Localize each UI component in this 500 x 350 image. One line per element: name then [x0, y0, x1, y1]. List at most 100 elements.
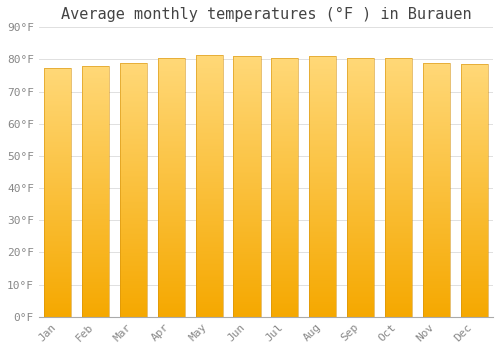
Bar: [422, 63, 450, 64]
Bar: [234, 265, 260, 266]
Bar: [158, 291, 185, 292]
Bar: [196, 248, 223, 250]
Bar: [158, 99, 185, 100]
Bar: [385, 81, 412, 83]
Bar: [234, 299, 260, 300]
Bar: [309, 209, 336, 210]
Bar: [234, 145, 260, 146]
Bar: [234, 207, 260, 209]
Bar: [309, 110, 336, 111]
Bar: [385, 200, 412, 202]
Bar: [347, 262, 374, 264]
Bar: [347, 150, 374, 151]
Bar: [385, 190, 412, 191]
Bar: [309, 179, 336, 180]
Bar: [82, 66, 109, 67]
Bar: [460, 232, 488, 233]
Bar: [158, 139, 185, 141]
Bar: [234, 273, 260, 274]
Bar: [44, 217, 72, 218]
Bar: [82, 145, 109, 146]
Bar: [422, 159, 450, 161]
Bar: [385, 154, 412, 155]
Bar: [196, 169, 223, 170]
Bar: [82, 286, 109, 287]
Bar: [385, 132, 412, 133]
Bar: [385, 309, 412, 310]
Bar: [422, 152, 450, 153]
Bar: [460, 309, 488, 310]
Bar: [44, 277, 72, 278]
Bar: [460, 140, 488, 141]
Bar: [385, 158, 412, 159]
Bar: [347, 203, 374, 204]
Bar: [460, 316, 488, 317]
Bar: [460, 203, 488, 204]
Bar: [460, 267, 488, 269]
Bar: [82, 298, 109, 299]
Bar: [309, 88, 336, 89]
Bar: [309, 180, 336, 181]
Bar: [309, 75, 336, 76]
Bar: [309, 162, 336, 163]
Bar: [422, 187, 450, 188]
Bar: [44, 155, 72, 156]
Bar: [385, 169, 412, 170]
Bar: [196, 310, 223, 312]
Bar: [460, 252, 488, 254]
Bar: [158, 195, 185, 196]
Bar: [196, 136, 223, 137]
Bar: [347, 195, 374, 196]
Bar: [120, 236, 147, 237]
Bar: [44, 128, 72, 130]
Bar: [44, 216, 72, 217]
Bar: [347, 116, 374, 117]
Bar: [385, 72, 412, 74]
Bar: [271, 142, 298, 143]
Bar: [44, 251, 72, 252]
Bar: [234, 154, 260, 155]
Bar: [347, 111, 374, 112]
Bar: [347, 313, 374, 314]
Bar: [347, 132, 374, 133]
Bar: [82, 259, 109, 260]
Bar: [309, 203, 336, 205]
Bar: [158, 178, 185, 180]
Bar: [347, 106, 374, 107]
Bar: [120, 279, 147, 280]
Bar: [196, 234, 223, 236]
Bar: [422, 107, 450, 108]
Bar: [82, 254, 109, 256]
Bar: [309, 93, 336, 94]
Bar: [44, 112, 72, 114]
Bar: [82, 274, 109, 275]
Bar: [347, 186, 374, 187]
Bar: [347, 74, 374, 75]
Bar: [82, 256, 109, 257]
Bar: [234, 134, 260, 136]
Bar: [271, 191, 298, 193]
Bar: [422, 102, 450, 103]
Bar: [234, 160, 260, 162]
Bar: [82, 205, 109, 206]
Bar: [422, 103, 450, 105]
Bar: [120, 79, 147, 81]
Bar: [158, 80, 185, 81]
Bar: [158, 141, 185, 142]
Bar: [422, 243, 450, 244]
Bar: [196, 131, 223, 132]
Bar: [82, 280, 109, 282]
Bar: [234, 174, 260, 175]
Bar: [158, 285, 185, 286]
Bar: [82, 218, 109, 219]
Bar: [158, 216, 185, 217]
Bar: [120, 94, 147, 96]
Bar: [120, 223, 147, 224]
Bar: [120, 166, 147, 167]
Bar: [158, 165, 185, 167]
Bar: [347, 61, 374, 62]
Bar: [309, 107, 336, 108]
Bar: [271, 154, 298, 155]
Bar: [234, 210, 260, 211]
Bar: [158, 265, 185, 266]
